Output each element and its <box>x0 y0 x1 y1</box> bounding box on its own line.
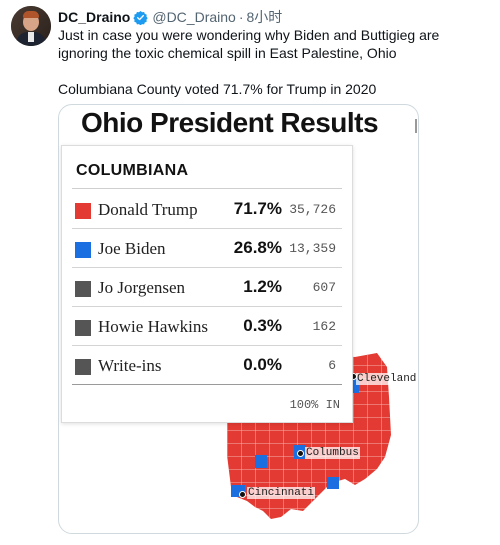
candidate-name: Howie Hawkins <box>98 317 209 336</box>
result-row: Joe Biden 26.8% 13,359 <box>72 230 342 268</box>
blue-county-athens <box>327 477 339 489</box>
columbus-marker-icon <box>297 450 304 457</box>
tweet-text-line-2: Columbiana County voted 71.7% for Trump … <box>58 81 377 97</box>
card-divider <box>72 188 342 189</box>
city-label-cleveland: Cleveland <box>356 373 418 385</box>
candidate-name: Joe Biden <box>98 239 166 258</box>
candidate-votes: 6 <box>328 358 336 373</box>
precincts-reporting: 100% IN <box>289 398 340 412</box>
result-row: Jo Jorgensen 1.2% 607 <box>72 269 342 307</box>
candidate-votes: 35,726 <box>289 202 336 217</box>
header-separator: · <box>238 9 244 25</box>
tweet-timestamp[interactable]: 8小时 <box>246 9 283 25</box>
author-handle[interactable]: @DC_Draino <box>152 9 236 25</box>
candidate-color-swatch <box>75 320 91 336</box>
tweet-text: Just in case you were wondering why Bide… <box>58 26 490 98</box>
result-row: Write-ins 0.0% 6 <box>72 347 342 385</box>
author-avatar[interactable] <box>11 6 51 46</box>
cincinnati-marker-icon <box>239 491 246 498</box>
tweet-text-line-1: Just in case you were wondering why Bide… <box>58 27 440 61</box>
blue-county-cuyahoga <box>349 377 359 393</box>
blue-county-montgomery <box>255 455 267 468</box>
candidate-name: Write-ins <box>98 356 162 375</box>
verified-badge-icon[interactable] <box>133 10 149 25</box>
candidate-color-swatch <box>75 242 91 258</box>
avatar-collar <box>28 32 34 42</box>
candidate-percent: 1.2% <box>243 277 282 296</box>
candidate-votes: 162 <box>312 319 336 334</box>
county-name: COLUMBIANA <box>76 162 189 179</box>
candidate-color-swatch <box>75 359 91 375</box>
county-results-card: COLUMBIANA Donald Trump 71.7% 35,726 Joe… <box>61 145 353 423</box>
city-label-columbus: Columbus <box>305 447 360 459</box>
candidate-percent: 26.8% <box>233 238 282 257</box>
avatar-hair <box>23 11 39 18</box>
city-label-cincinnati: Cincinnati <box>247 487 316 499</box>
candidate-name: Jo Jorgensen <box>98 278 186 297</box>
result-row: Donald Trump 71.7% 35,726 <box>72 191 342 229</box>
tweet-media-image[interactable]: Cleveland Columbus Cincinnati Ohio Presi… <box>58 104 419 534</box>
candidate-percent: 0.3% <box>243 316 282 335</box>
candidate-votes: 607 <box>312 280 336 295</box>
chart-title: Ohio President Results <box>81 107 379 138</box>
cropped-edge-mark <box>415 119 417 133</box>
result-row: Howie Hawkins 0.3% 162 <box>72 308 342 346</box>
candidate-color-swatch <box>75 281 91 297</box>
candidate-percent: 0.0% <box>243 355 282 374</box>
candidate-percent: 71.7% <box>233 199 282 218</box>
tweet-header: DC_Draino @DC_Draino · 8小时 <box>58 8 282 26</box>
candidate-votes: 13,359 <box>289 241 336 256</box>
candidate-name: Donald Trump <box>98 200 198 219</box>
candidate-color-swatch <box>75 203 91 219</box>
author-name[interactable]: DC_Draino <box>58 9 131 25</box>
